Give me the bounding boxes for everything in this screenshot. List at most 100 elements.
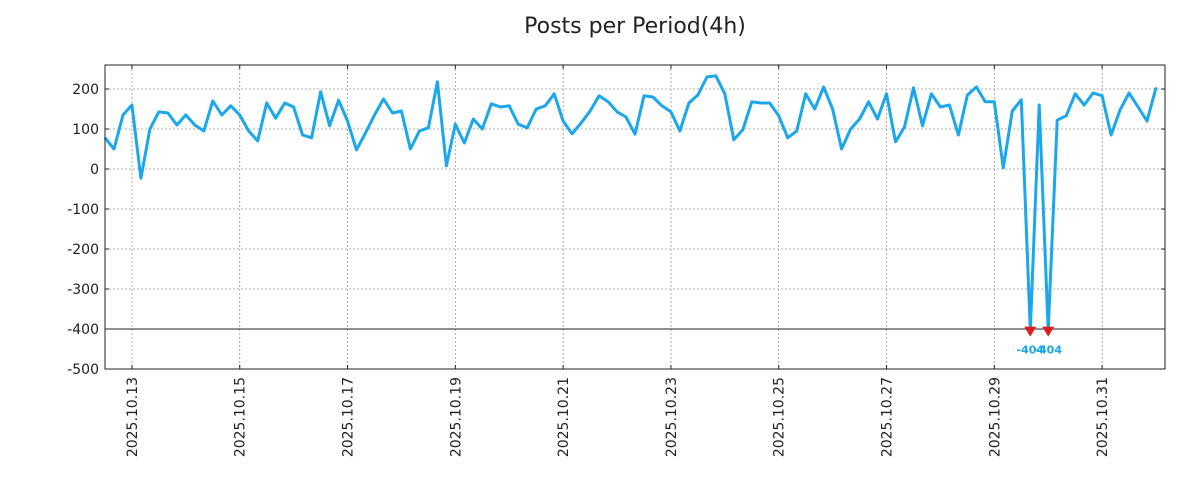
data-point [706, 76, 708, 78]
data-point [409, 148, 412, 150]
data-point [337, 99, 340, 101]
data-point [400, 110, 403, 112]
data-point [1074, 93, 1076, 95]
y-tick-label: 100 [72, 122, 99, 138]
data-point [122, 114, 124, 116]
x-tick-label: 2025.10.21 [556, 377, 572, 457]
data-point [750, 101, 753, 103]
data-point [283, 102, 286, 104]
data-point [688, 102, 690, 104]
data-point [1137, 106, 1139, 108]
data-point [822, 86, 825, 88]
data-point [220, 114, 223, 116]
data-point [1155, 87, 1157, 89]
data-point [966, 94, 969, 96]
data-point [840, 148, 843, 150]
data-point [211, 100, 214, 102]
annotation-marker [1042, 326, 1055, 337]
data-point [274, 117, 277, 119]
data-point [975, 86, 978, 88]
data-point [715, 75, 717, 77]
data-point [643, 95, 645, 97]
data-point [661, 105, 663, 107]
series-line [103, 74, 1158, 333]
data-point [373, 114, 376, 116]
x-tick-label: 2025.10.17 [341, 377, 357, 457]
data-point [634, 133, 636, 135]
y-tick-label: 0 [90, 162, 99, 178]
x-tick-label: 2025.10.25 [772, 377, 788, 457]
data-point [508, 105, 511, 107]
y-tick-label: -500 [67, 362, 99, 378]
data-point [849, 128, 852, 130]
data-point [140, 177, 142, 179]
x-tick-label: 2025.10.29 [987, 377, 1003, 457]
data-point [472, 118, 475, 120]
data-point [319, 91, 322, 93]
data-point [724, 93, 726, 95]
data-point [813, 108, 816, 110]
data-point [733, 139, 735, 141]
data-point [1128, 92, 1130, 94]
data-point [885, 93, 888, 95]
data-point [1083, 104, 1085, 106]
data-point [167, 112, 169, 114]
data-point [768, 102, 771, 104]
data-point [1002, 167, 1005, 169]
y-tick-label: -200 [67, 242, 99, 258]
data-point [598, 95, 600, 97]
data-point [292, 106, 295, 108]
data-point [535, 108, 537, 110]
data-point [418, 130, 421, 132]
y-tick-label: -100 [67, 202, 99, 218]
data-point [499, 106, 502, 108]
data-point [1056, 119, 1059, 121]
data-point [1146, 120, 1148, 122]
data-point [463, 142, 466, 144]
data-point [777, 115, 780, 117]
data-point [454, 123, 457, 125]
y-tick-label: 200 [72, 82, 99, 98]
x-tick-label: 2025.10.13 [125, 377, 141, 457]
data-point [1038, 104, 1041, 106]
data-point [804, 93, 807, 95]
data-point [697, 94, 699, 96]
data-point [921, 125, 924, 127]
data-point [589, 110, 591, 112]
data-point [741, 129, 744, 131]
data-point [256, 140, 259, 142]
chart-title: Posts per Period(4h) [524, 14, 746, 39]
data-point [939, 106, 942, 108]
data-point [580, 122, 582, 124]
data-point [526, 127, 529, 129]
x-tick-label: 2025.10.15 [233, 377, 249, 457]
data-point [185, 114, 187, 116]
x-tick-label: 2025.10.23 [664, 377, 680, 457]
data-point [544, 105, 546, 107]
data-point [346, 120, 349, 122]
data-point [1092, 92, 1094, 94]
data-point [194, 124, 196, 126]
data-point [158, 111, 160, 113]
data-point [795, 130, 798, 132]
x-tick-label: 2025.10.31 [1095, 377, 1111, 457]
data-point [131, 104, 133, 106]
data-point [876, 118, 879, 120]
data-point [894, 141, 897, 143]
data-point [625, 116, 627, 118]
data-point [517, 123, 520, 125]
data-point [328, 125, 331, 127]
data-point [652, 96, 654, 98]
data-point [679, 130, 681, 132]
data-point [490, 103, 493, 105]
data-point [948, 104, 951, 106]
data-point [831, 108, 834, 110]
data-point [445, 165, 448, 167]
plot-frame [104, 64, 1166, 370]
y-tick-label: -300 [67, 282, 99, 298]
data-point [229, 105, 232, 107]
data-point [149, 128, 151, 130]
data-point [1011, 110, 1014, 112]
